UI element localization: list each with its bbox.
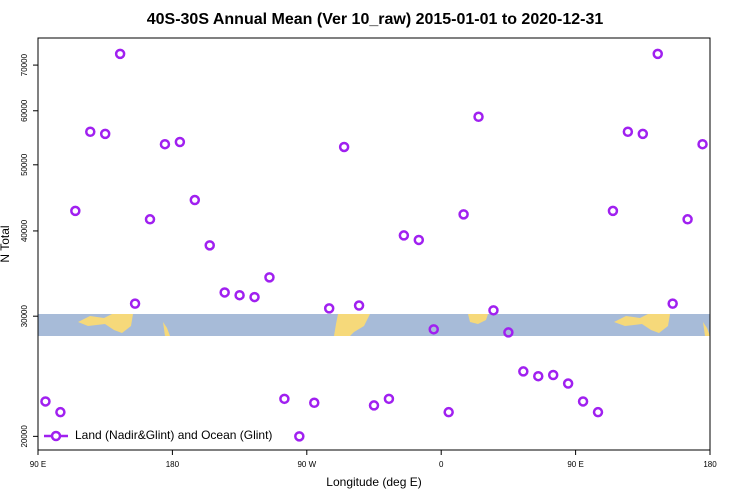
data-point bbox=[473, 111, 484, 123]
x-tick-label: 180 bbox=[703, 460, 717, 469]
data-point bbox=[40, 396, 51, 407]
y-tick-label: 30000 bbox=[20, 305, 29, 328]
data-point bbox=[99, 128, 111, 140]
data-point bbox=[667, 298, 678, 309]
ocean-strip bbox=[38, 314, 710, 336]
x-tick-label: 180 bbox=[166, 460, 180, 469]
data-point bbox=[129, 298, 141, 309]
y-tick-label: 20000 bbox=[20, 425, 29, 448]
legend-label: Land (Nadir&Glint) and Ocean (Glint) bbox=[75, 428, 272, 442]
plot-frame bbox=[37, 37, 711, 451]
x-tick-label: 0 bbox=[439, 460, 444, 469]
data-point bbox=[697, 138, 708, 150]
x-axis-label: Longitude (deg E) bbox=[326, 475, 421, 489]
data-point bbox=[562, 378, 574, 389]
data-point bbox=[189, 194, 201, 206]
data-point bbox=[55, 406, 66, 418]
data-point bbox=[547, 369, 559, 381]
y-tick-label: 70000 bbox=[20, 53, 29, 76]
data-point bbox=[607, 205, 619, 217]
data-point bbox=[159, 138, 171, 150]
map-strip bbox=[38, 314, 710, 336]
land bbox=[703, 322, 710, 336]
data-point bbox=[338, 141, 350, 153]
legend-marker bbox=[50, 430, 62, 442]
data-point bbox=[368, 400, 380, 411]
data-point bbox=[637, 128, 649, 140]
x-tick-label: 90 E bbox=[30, 460, 46, 469]
data-point bbox=[70, 205, 81, 217]
data-point bbox=[309, 397, 320, 409]
data-point bbox=[144, 214, 156, 225]
data-point bbox=[443, 406, 454, 418]
data-point bbox=[219, 287, 230, 298]
data-point bbox=[279, 393, 290, 405]
x-tick-label: 90 W bbox=[297, 460, 316, 469]
land bbox=[334, 314, 370, 336]
data-point bbox=[413, 234, 425, 246]
data-point bbox=[323, 303, 335, 314]
data-point bbox=[503, 327, 514, 338]
data-point bbox=[518, 366, 529, 377]
x-tick-label: 90 E bbox=[567, 460, 583, 469]
data-point bbox=[488, 305, 499, 316]
data-point bbox=[652, 48, 663, 60]
land bbox=[468, 314, 488, 324]
data-point bbox=[249, 291, 260, 303]
data-point bbox=[458, 209, 469, 220]
data-point bbox=[353, 300, 365, 311]
data-point bbox=[234, 289, 245, 301]
data-point bbox=[428, 324, 439, 335]
land bbox=[163, 322, 170, 336]
data-point bbox=[533, 370, 544, 382]
y-tick-label: 50000 bbox=[20, 153, 29, 176]
data-point bbox=[264, 272, 275, 283]
chart-title: 40S-30S Annual Mean (Ver 10_raw) 2015-01… bbox=[147, 11, 604, 28]
data-point bbox=[174, 136, 186, 148]
data-point bbox=[204, 240, 215, 251]
data-point bbox=[398, 230, 410, 241]
data-point bbox=[383, 393, 395, 405]
data-point bbox=[85, 126, 96, 137]
data-point bbox=[114, 48, 126, 60]
y-tick-label: 40000 bbox=[20, 219, 29, 242]
y-axis-label: N Total bbox=[0, 225, 12, 262]
data-point bbox=[682, 214, 693, 225]
data-point bbox=[294, 431, 305, 442]
data-point bbox=[592, 406, 604, 418]
land bbox=[78, 314, 133, 333]
y-tick-label: 60000 bbox=[20, 99, 29, 122]
land bbox=[614, 314, 670, 333]
data-point bbox=[622, 126, 634, 137]
data-point bbox=[577, 396, 589, 407]
